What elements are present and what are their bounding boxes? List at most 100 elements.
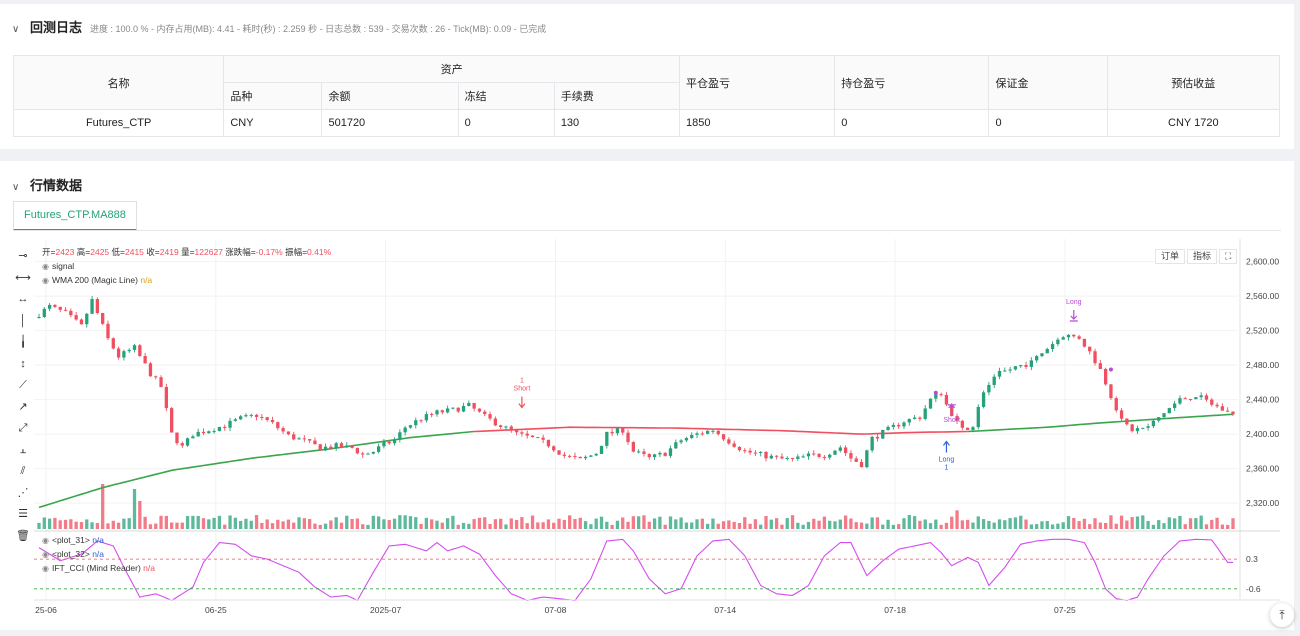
candle [509, 426, 513, 431]
ray-line-icon[interactable]: ↗ [18, 400, 28, 413]
candle [552, 446, 556, 451]
candle [1093, 351, 1097, 364]
eye-icon[interactable]: ◉ [42, 536, 49, 545]
volume-bar [1231, 518, 1235, 529]
candle [721, 434, 726, 440]
candle [1019, 365, 1023, 367]
volume-bars [37, 484, 1235, 529]
candle [690, 434, 694, 439]
signal-count-label: 1 [520, 378, 524, 385]
signal-dot [1108, 367, 1113, 372]
backtest-header[interactable]: ∨ 回测日志 进度 : 100.0 % - 内存占用(MB): 4.41 - 耗… [12, 17, 546, 36]
volume-bar [467, 523, 471, 529]
candle [647, 454, 651, 458]
trend-line-icon[interactable]: ⟋ [19, 379, 27, 391]
legend-wma-value: n/a [140, 275, 153, 285]
volume-bar [387, 520, 391, 529]
volume-bar [1162, 523, 1166, 529]
volume-bar [1040, 521, 1044, 529]
candle [626, 432, 630, 443]
candle [329, 446, 333, 449]
orders-button[interactable]: 订单 [1155, 249, 1186, 264]
volume-bar [127, 518, 131, 529]
legend-plot31[interactable]: ◉ <plot_31> n/a [42, 535, 104, 546]
volume-bar [976, 516, 980, 529]
y-tick-label: 2,520.00 [1246, 326, 1279, 336]
indicators-button[interactable]: 指标 [1187, 249, 1218, 264]
volume-bar [1093, 518, 1097, 529]
volume-bar [392, 518, 397, 529]
cell-symbol: CNY [223, 109, 323, 137]
volume-bar [63, 519, 68, 529]
volume-bar [1226, 524, 1230, 529]
candle [467, 402, 471, 406]
legend-wma[interactable]: ◉ WMA 200 (Magic Line) n/a [42, 275, 152, 286]
candle [780, 456, 784, 459]
volume-bar [785, 518, 789, 529]
vertical-line-icon[interactable]: │ [19, 314, 27, 327]
volume-bar [1178, 515, 1182, 529]
candle [525, 433, 529, 436]
legend-ift[interactable]: ◉ IFT_CCI (Mind Reader) n/a [42, 563, 155, 574]
vertical-segment-icon[interactable]: ╽ [19, 336, 27, 348]
candle [1172, 403, 1177, 409]
legend-signal-label: signal [51, 261, 75, 271]
candle [260, 416, 264, 418]
price-line-icon[interactable]: ⫠ [19, 443, 27, 456]
volume-bar [79, 522, 84, 529]
parallel-channel-icon[interactable]: ⫽ [20, 465, 26, 477]
volume-bar [912, 516, 917, 529]
horizontal-ray-icon[interactable]: ⊸ [18, 250, 28, 262]
volume-bar [414, 517, 418, 529]
volume-bar [1024, 519, 1028, 529]
sub-fee-header: 手续费 [553, 82, 681, 110]
trash-icon[interactable]: 🗑 [16, 529, 30, 542]
volume-bar [1157, 520, 1161, 529]
volume-bar [276, 519, 280, 529]
high-value: 2425 [90, 247, 110, 257]
candle [313, 440, 317, 445]
volume-bar [536, 522, 540, 529]
sub-symbol-header: 品种 [223, 82, 323, 110]
candle [833, 450, 837, 455]
extended-line-icon[interactable]: ⤢ [18, 422, 28, 434]
volume-bar [828, 520, 832, 529]
candle [1220, 406, 1225, 411]
candle [1003, 370, 1007, 372]
candle [637, 451, 641, 453]
volume-bar [552, 522, 556, 529]
volume-bar [621, 517, 625, 529]
horizontal-line-icon[interactable]: ⟷ [15, 271, 31, 284]
fullscreen-icon[interactable]: ⛶ [1219, 249, 1238, 264]
candle [621, 428, 625, 433]
eye-icon[interactable]: ◉ [42, 262, 49, 271]
volume-bar [1029, 524, 1033, 529]
volume-bar [642, 515, 646, 529]
tab-symbol[interactable]: Futures_CTP.MA888 [13, 201, 137, 231]
candle [663, 452, 667, 456]
fib-channel-icon[interactable]: ⋰ [17, 486, 29, 499]
candle [371, 451, 375, 454]
volume-bar [1194, 518, 1198, 529]
market-header[interactable]: ∨ 行情数据 [12, 175, 82, 194]
chevron-down-icon[interactable]: ∨ [12, 24, 20, 35]
y-tick-label: 2,360.00 [1246, 464, 1279, 474]
chevron-down-icon[interactable]: ∨ [12, 182, 20, 193]
eye-icon[interactable]: ◉ [42, 276, 49, 285]
volume-bar [345, 515, 349, 529]
volume-bar [875, 517, 880, 529]
scroll-top-button[interactable]: ⤒ [1270, 603, 1294, 627]
fib-retracement-icon[interactable]: ☰ [18, 508, 28, 520]
horizontal-segment-icon[interactable]: ↔ [17, 293, 29, 305]
volume-bar [557, 518, 561, 529]
eye-icon[interactable]: ◉ [42, 550, 49, 559]
volume-bar [987, 520, 991, 529]
volume-bar [286, 519, 291, 529]
candle [1194, 397, 1198, 400]
legend-plot32[interactable]: ◉ <plot_32> n/a [42, 549, 104, 560]
candle [881, 429, 885, 439]
legend-signal[interactable]: ◉ signal [42, 261, 74, 272]
vertical-ray-icon[interactable]: ↕ [20, 357, 26, 370]
eye-icon[interactable]: ◉ [42, 564, 49, 573]
